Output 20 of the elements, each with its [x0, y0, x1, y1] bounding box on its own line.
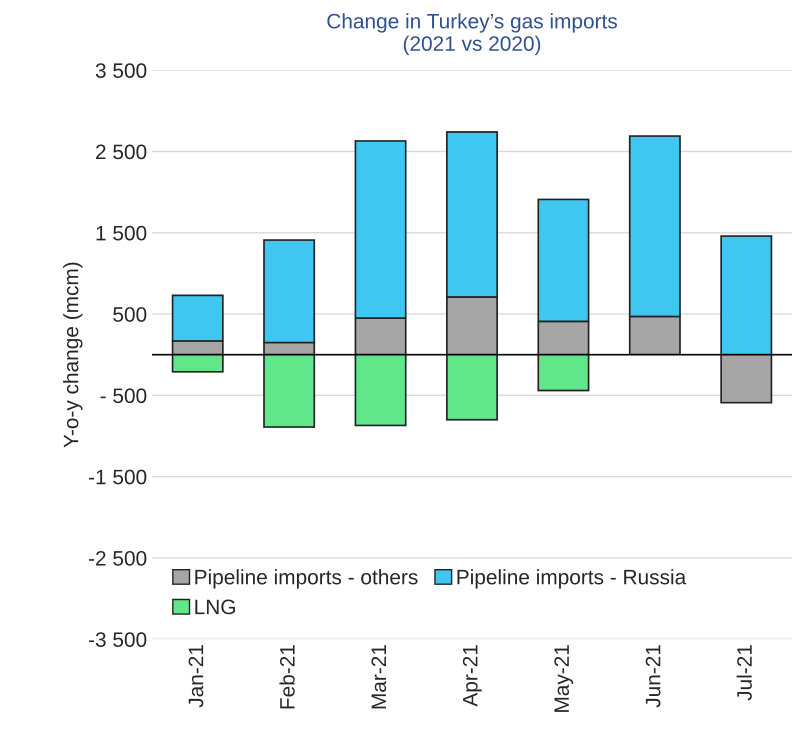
y-tick-label: 1 500 — [96, 226, 146, 241]
x-tick-label: Jun-21 — [646, 645, 660, 708]
y-tick-label: -2 500 — [89, 550, 146, 566]
y-tick-label: 2 500 — [96, 144, 146, 160]
x-tick-label: May-21 — [554, 645, 574, 712]
y-tick-label: -1 500 — [89, 470, 146, 484]
chart-title: Change in Turkey’s gas imports (2021 vs 2020) — [327, 13, 617, 56]
x-tick-label: Apr-21 — [462, 645, 482, 707]
x-tick-label: Feb-21 — [279, 645, 295, 708]
x-tick-label: Jul-21 — [736, 645, 752, 701]
legend-label: Pipeline imports - others — [195, 569, 418, 589]
legend-label: LNG — [195, 600, 235, 614]
x-tick-label: Jan-21 — [188, 645, 204, 708]
y-tick-label: 500 — [113, 307, 146, 322]
legend-label: Pipeline imports - Russia — [457, 569, 686, 589]
y-tick-label: - 500 — [100, 388, 146, 404]
y-tick-label: 3 500 — [96, 63, 146, 78]
y-tick-label: -3 500 — [89, 632, 146, 647]
y-axis-title: Y-o-y change (mcm) — [63, 262, 83, 448]
x-tick-label: Mar-21 — [371, 645, 386, 708]
